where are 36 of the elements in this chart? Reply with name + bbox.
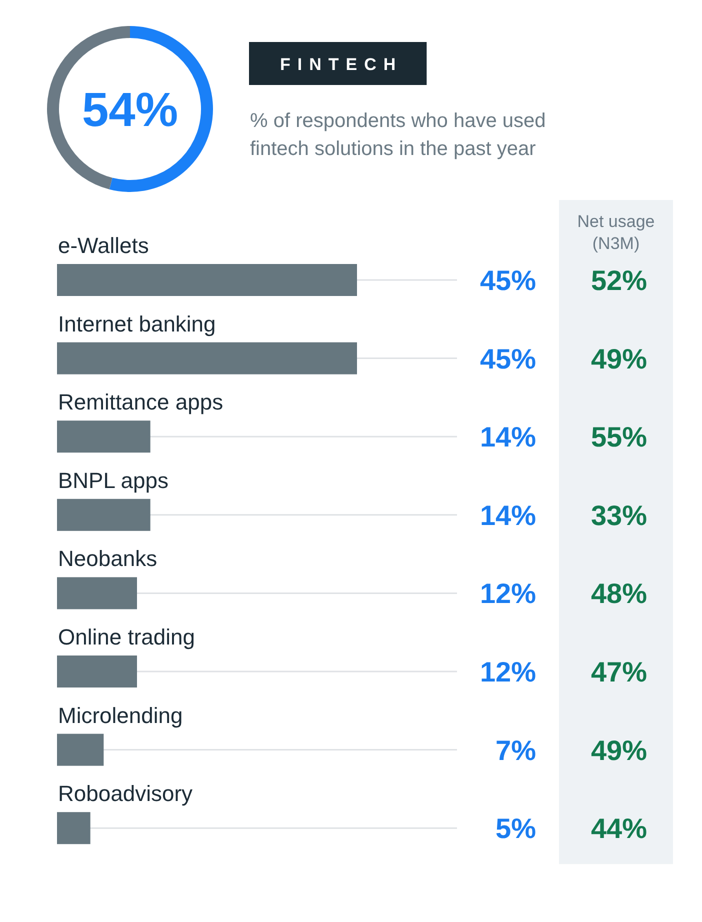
- data-label: 7%: [496, 734, 536, 766]
- bar: [57, 264, 357, 296]
- y-tick-label: Remittance apps: [58, 390, 224, 415]
- data-label: 52%: [590, 265, 648, 296]
- data-label: 12%: [480, 656, 536, 688]
- data-label: 47%: [590, 656, 648, 688]
- y-tick-label: Neobanks: [58, 546, 158, 572]
- text: % of respondents who have used fintech solutions in the past year: [250, 110, 546, 160]
- bar: [57, 577, 137, 610]
- data-label: 48%: [590, 578, 648, 610]
- data-label: 49%: [590, 343, 648, 374]
- text: FINTECH: [280, 55, 403, 74]
- y-tick-label: BNPL apps: [58, 468, 168, 493]
- bar: [57, 420, 150, 453]
- y-tick-label: e-Wallets: [58, 233, 149, 258]
- data-label: 54%: [82, 84, 178, 137]
- bar: [57, 498, 150, 531]
- y-tick-label: Internet banking: [58, 311, 216, 336]
- data-label: 44%: [590, 813, 648, 844]
- bar: [57, 342, 357, 374]
- bar: [57, 734, 104, 766]
- data-label: 14%: [480, 500, 536, 531]
- data-label: 45%: [480, 265, 536, 296]
- text: Net usage (N3M): [577, 212, 655, 253]
- y-tick-label: Online trading: [58, 624, 195, 650]
- data-label: 49%: [590, 734, 648, 766]
- data-label: 12%: [480, 578, 536, 610]
- data-label: 45%: [480, 343, 536, 374]
- y-tick-label: Roboadvisory: [58, 781, 193, 806]
- bar: [57, 812, 90, 844]
- data-label: 14%: [480, 422, 536, 453]
- data-label: 33%: [590, 500, 648, 531]
- bar: [57, 656, 137, 688]
- data-label: 5%: [496, 813, 536, 844]
- data-label: 55%: [590, 422, 648, 453]
- y-tick-label: Microlending: [58, 702, 183, 728]
